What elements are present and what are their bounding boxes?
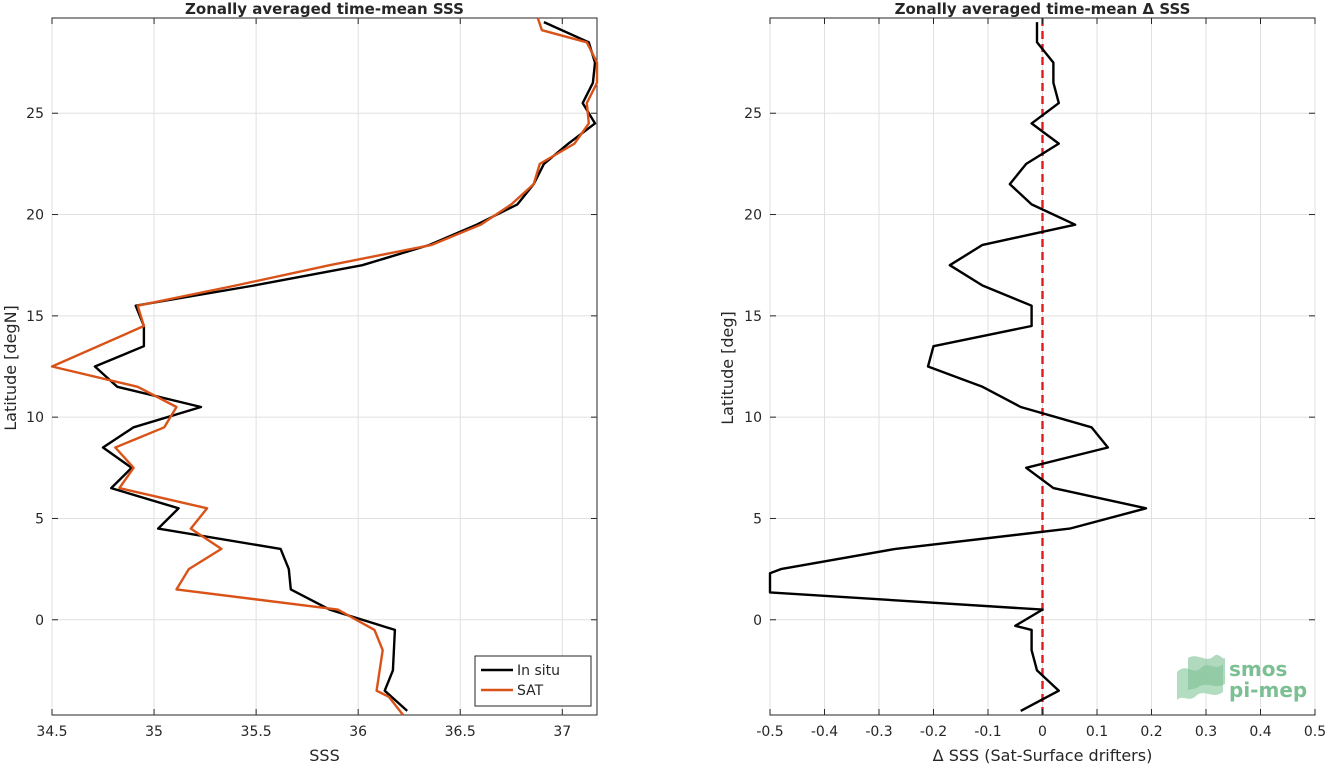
sss-y-axis-label: Latitude [degN]: [1, 305, 20, 431]
x-tick-label: 0.5: [1304, 724, 1326, 740]
y-tick-label: 20: [26, 208, 44, 224]
y-tick-label: 15: [744, 309, 762, 325]
y-tick-label: 20: [744, 208, 762, 224]
x-tick-label: -0.3: [865, 724, 892, 740]
delta-chart-title: Zonally averaged time-mean Δ SSS: [895, 0, 1191, 18]
sss-series-group: [50, 17, 599, 716]
x-tick-label: 36.5: [445, 724, 476, 740]
delta-x-axis-label: Δ SSS (Sat-Surface drifters): [933, 746, 1153, 764]
y-tick-label: 10: [26, 410, 44, 426]
legend-box: [474, 655, 592, 707]
delta-series-group: [768, 22, 1148, 712]
x-tick-label: 0: [1038, 724, 1047, 740]
smos-pi-mep-logo: smos pi-mep: [1177, 654, 1307, 702]
delta-sss-panel: -0.5 -0.4 -0.3 -0.2 -0.1 0 0.1 0.2 0.3 0.4 0.5 0 5 10…: [718, 0, 1326, 764]
y-tick-label: 15: [26, 309, 44, 325]
sss-grid: [51, 18, 597, 715]
legend-label-sat: SAT: [517, 683, 544, 699]
x-tick-label: 34.5: [36, 724, 67, 740]
x-tick-label: 37: [553, 724, 571, 740]
delta-y-axis-label: Latitude [deg]: [718, 311, 737, 425]
logo-wave-shape-2: [1188, 654, 1225, 690]
x-tick-label: 0.2: [1140, 724, 1162, 740]
delta-ticks: -0.5 -0.4 -0.3 -0.2 -0.1 0 0.1 0.2 0.3 0.4 0.5 0 5 10…: [744, 18, 1326, 740]
x-tick-label: -0.1: [974, 724, 1001, 740]
delta-grid: [769, 18, 1316, 715]
y-tick-label: 0: [35, 613, 44, 629]
y-tick-label: 25: [744, 106, 762, 122]
y-tick-label: 5: [35, 511, 44, 527]
sss-chart-title: Zonally averaged time-mean SSS: [185, 0, 464, 18]
sss-plot-area: [51, 17, 598, 716]
x-tick-label: 0.3: [1195, 724, 1217, 740]
sss-ticks: 34.5 35 35.5 36 36.5 37 0 5 10 15 20 25: [26, 18, 597, 740]
y-tick-label: 0: [753, 613, 762, 629]
y-tick-label: 25: [26, 106, 44, 122]
x-tick-label: 0.4: [1249, 724, 1271, 740]
sss-legend: In situ SAT: [474, 655, 592, 707]
y-tick-label: 5: [753, 511, 762, 527]
x-tick-label: -0.4: [811, 724, 838, 740]
x-tick-label: 35: [145, 724, 163, 740]
series-line-sat: [50, 17, 599, 716]
logo-line1: smos: [1229, 657, 1287, 681]
x-tick-label: 35.5: [241, 724, 272, 740]
legend-label-in-situ: In situ: [517, 663, 560, 679]
x-tick-label: 0.1: [1086, 724, 1108, 740]
series-line-delta-sss: [768, 22, 1148, 712]
x-tick-label: -0.2: [920, 724, 947, 740]
x-tick-label: -0.5: [756, 724, 783, 740]
x-tick-label: 36: [349, 724, 367, 740]
logo-line2: pi-mep: [1229, 678, 1307, 702]
sss-panel: 34.5 35 35.5 36 36.5 37 0 5 10 15 20 25 Zonally ave…: [1, 0, 599, 764]
sss-x-axis-label: SSS: [309, 746, 339, 764]
y-tick-label: 10: [744, 410, 762, 426]
